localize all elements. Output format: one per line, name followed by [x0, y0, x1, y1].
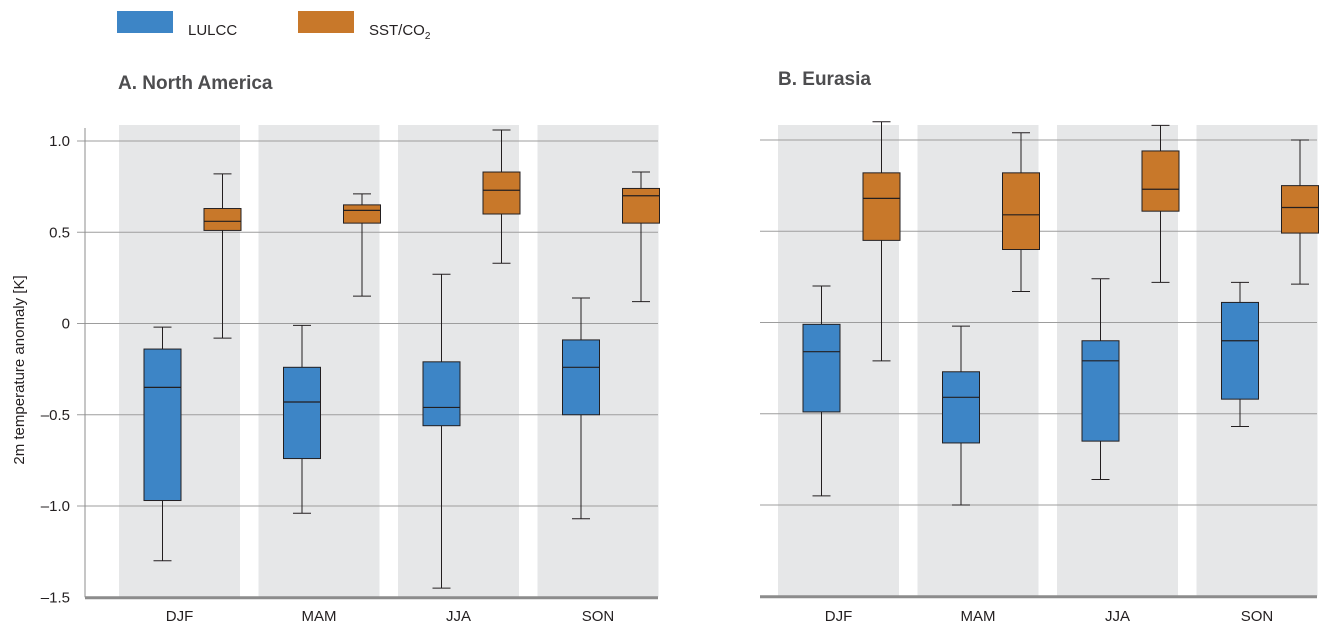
legend-label-lulcc: LULCC — [188, 22, 237, 39]
y-tick-label: 1.0 — [49, 133, 70, 150]
x-tick-label-djf: DJF — [825, 608, 853, 625]
box-iqr — [1002, 172, 1040, 251]
box-iqr — [1141, 150, 1180, 212]
gridlines — [77, 140, 658, 507]
legend-label-sst-co2-subscript: 2 — [425, 31, 431, 42]
box-iqr — [1081, 340, 1120, 442]
y-axis-label: 2m temperature anomaly [K] — [11, 275, 28, 464]
series-sst-co2 — [862, 121, 1319, 362]
box-jja — [1141, 124, 1180, 283]
series-lulcc — [143, 273, 600, 589]
box-son — [1281, 139, 1319, 285]
box-iqr — [1221, 301, 1259, 400]
box-jja — [1081, 278, 1120, 480]
panel-title-north-america: A. North America — [118, 73, 273, 94]
category-band-mam — [258, 125, 380, 598]
x-tick-label-djf: DJF — [166, 608, 194, 625]
box-iqr — [143, 348, 182, 502]
y-tick-label: –0.5 — [41, 407, 70, 424]
box-iqr — [622, 187, 660, 224]
box-iqr — [862, 172, 901, 241]
y-tick-label: 0.5 — [49, 224, 70, 241]
box-iqr — [562, 339, 600, 416]
box-djf — [862, 121, 901, 362]
box-jja — [422, 273, 461, 589]
y-tick-label: –1.5 — [41, 589, 70, 606]
box-djf — [143, 326, 182, 562]
legend-label-sst-co2: SST/CO2 — [369, 22, 431, 42]
box-mam — [942, 325, 980, 506]
box-iqr — [942, 371, 980, 444]
box-djf — [203, 173, 242, 339]
box-iqr — [1281, 185, 1319, 234]
box-son — [622, 171, 660, 303]
x-tick-label-mam: MAM — [302, 608, 337, 625]
x-tick-label-son: SON — [582, 608, 615, 625]
x-tick-label-jja: JJA — [1105, 608, 1130, 625]
box-iqr — [802, 323, 841, 413]
box-iqr — [482, 171, 521, 215]
legend-swatch-lulcc — [117, 11, 173, 33]
panel-eurasia: B. Eurasia DJF MAM JJA SON — [760, 69, 1319, 625]
y-tick-label: –1.0 — [41, 498, 70, 515]
box-iqr — [283, 366, 321, 460]
box-mam — [343, 193, 381, 297]
box-iqr — [422, 361, 461, 427]
legend: LULCC SST/CO2 — [117, 11, 431, 42]
box-iqr — [203, 208, 242, 231]
box-iqr — [343, 204, 381, 224]
x-tick-label-mam: MAM — [961, 608, 996, 625]
box-jja — [482, 129, 521, 264]
box-mam — [1002, 132, 1040, 292]
series-lulcc — [802, 278, 1259, 506]
x-tick-label-jja: JJA — [446, 608, 471, 625]
box-djf — [802, 285, 841, 497]
series-sst-co2 — [203, 129, 660, 339]
panel-title-eurasia: B. Eurasia — [778, 69, 871, 90]
legend-swatch-sst-co2 — [298, 11, 354, 33]
y-tick-label: 0 — [62, 316, 70, 333]
box-son — [562, 297, 600, 520]
box-mam — [283, 324, 321, 514]
legend-label-sst-co2-main: SST/CO — [369, 22, 425, 39]
panel-north-america: A. North America 2m temperature anomaly … — [11, 73, 660, 625]
box-son — [1221, 281, 1259, 428]
x-tick-label-son: SON — [1241, 608, 1274, 625]
